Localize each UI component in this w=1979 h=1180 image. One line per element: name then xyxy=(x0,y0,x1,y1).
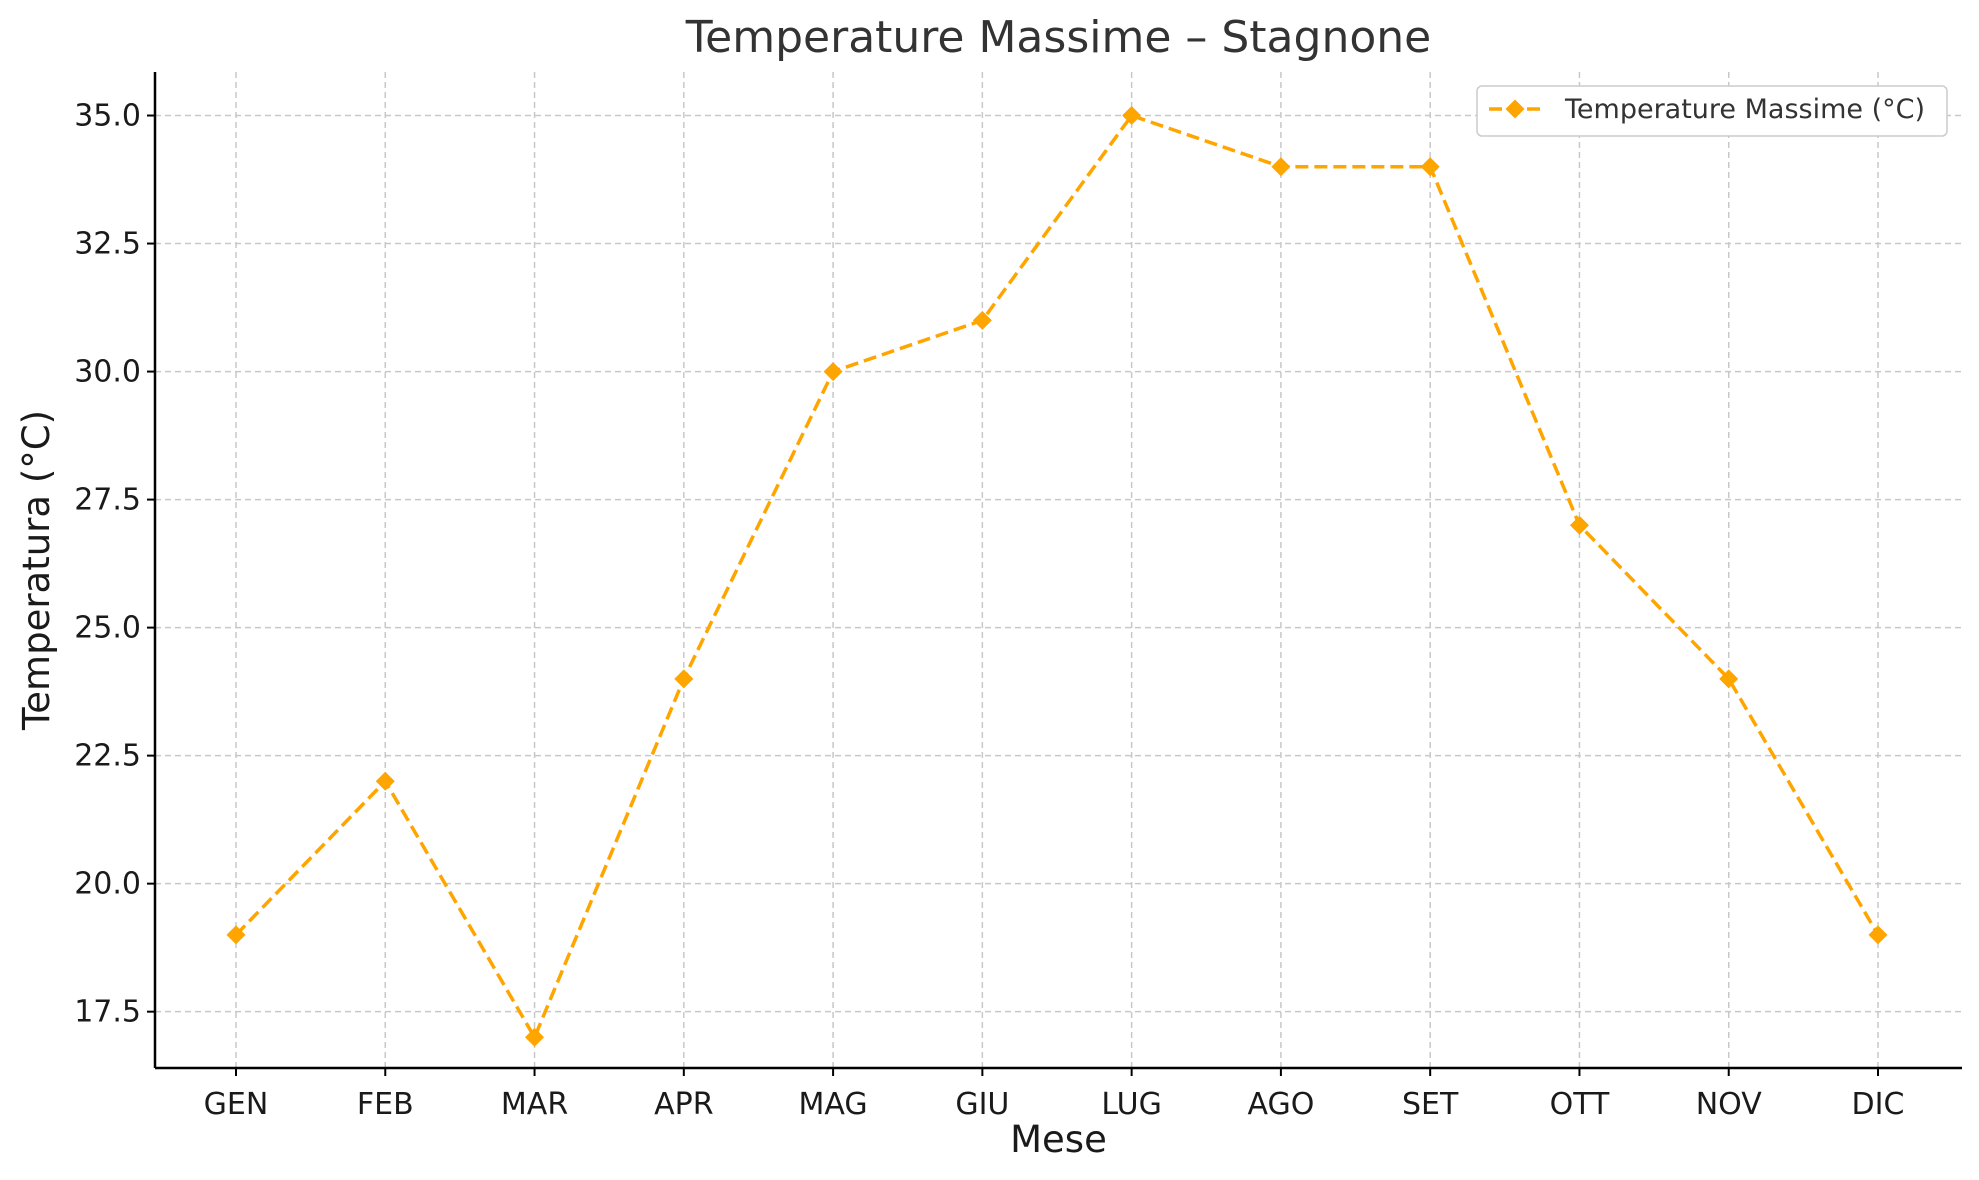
y-tick-label: 32.5 xyxy=(74,227,141,262)
data-point-marker xyxy=(1420,157,1440,177)
y-tick-label: 17.5 xyxy=(74,995,141,1030)
data-point-marker xyxy=(1271,157,1291,177)
series-line xyxy=(234,113,1880,1040)
x-tick-label: OTT xyxy=(1550,1087,1610,1122)
x-tick-label: LUG xyxy=(1101,1087,1161,1122)
x-tick-label: DIC xyxy=(1852,1087,1905,1122)
y-axis-label: Temperatura (°C) xyxy=(15,410,58,731)
x-tick-label: SET xyxy=(1402,1087,1459,1122)
y-tick-label: 30.0 xyxy=(74,355,141,390)
legend-box xyxy=(1476,85,1948,137)
x-tick-label: APR xyxy=(654,1087,713,1122)
ticks: GEN FEB MAR APR MAG GIU LUG AGO SET OTT NOV DIC 17.5… xyxy=(74,99,1904,1122)
axes xyxy=(153,72,1962,1070)
data-point-marker xyxy=(525,1027,545,1047)
legend: Temperature Massime (°C) xyxy=(1476,85,1948,137)
data-point-marker xyxy=(1868,925,1888,945)
y-tick-label: 20.0 xyxy=(74,867,141,902)
x-tick-label: NOV xyxy=(1696,1087,1763,1122)
series xyxy=(226,106,1888,1047)
data-point-marker xyxy=(674,669,694,689)
x-tick-label: MAR xyxy=(501,1087,568,1122)
x-tick-label: GIU xyxy=(955,1087,1009,1122)
y-tick-label: 25.0 xyxy=(74,611,141,646)
data-point-marker xyxy=(375,771,395,791)
x-tick-label: AGO xyxy=(1247,1087,1314,1122)
y-tick-label: 35.0 xyxy=(74,99,141,134)
chart-title: Temperature Massime – Stagnone xyxy=(685,12,1431,63)
x-tick-label: FEB xyxy=(357,1087,414,1122)
x-tick-label: MAG xyxy=(799,1087,868,1122)
data-point-marker xyxy=(1719,669,1739,689)
x-axis-label: Mese xyxy=(1010,1118,1107,1161)
data-point-marker xyxy=(226,925,246,945)
legend-marker-diamond xyxy=(1505,99,1525,119)
data-point-marker xyxy=(1122,106,1142,126)
x-tick-label: GEN xyxy=(204,1087,269,1122)
y-tick-label: 22.5 xyxy=(74,739,141,774)
data-point-marker xyxy=(1569,515,1589,535)
legend-entry-label: Temperature Massime (°C) xyxy=(1564,94,1925,125)
data-point-marker xyxy=(823,362,843,382)
grid xyxy=(155,72,1962,1068)
y-tick-label: 27.5 xyxy=(74,483,141,518)
data-point-marker xyxy=(972,310,992,330)
